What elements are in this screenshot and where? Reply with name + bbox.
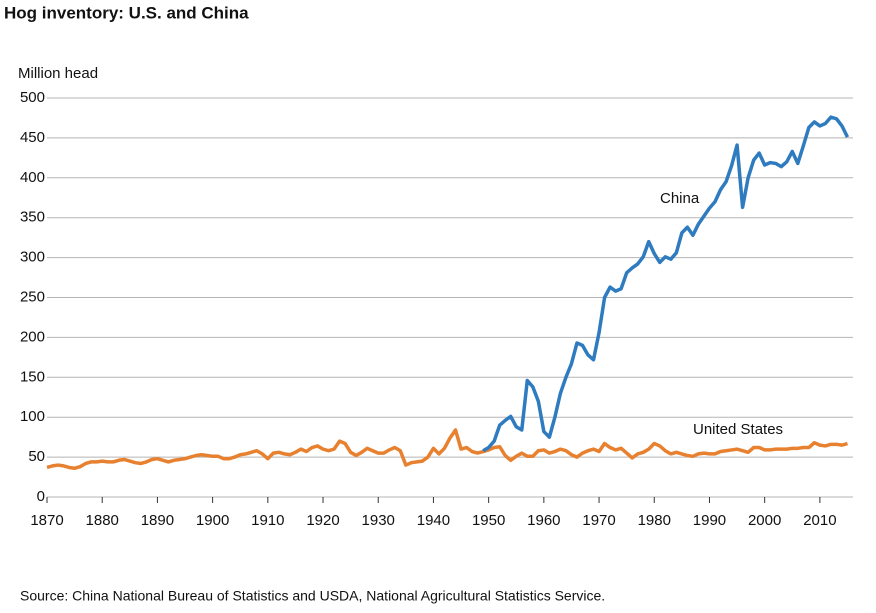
source-note: Source: China National Bureau of Statist… — [20, 588, 605, 604]
series-label: China — [660, 190, 700, 207]
x-tick-label: 1890 — [141, 512, 174, 529]
series-label: United States — [693, 421, 783, 438]
x-tick-label: 1900 — [196, 512, 229, 529]
y-tick-label: 350 — [20, 209, 45, 226]
x-tick-label: 1910 — [251, 512, 284, 529]
y-tick-label: 0 — [37, 488, 45, 505]
y-tick-label: 250 — [20, 288, 45, 305]
series-line — [482, 115, 850, 453]
x-tick-label: 1880 — [86, 512, 119, 529]
x-tick-label: 2000 — [748, 512, 781, 529]
y-tick-label: 450 — [20, 129, 45, 146]
x-tick-label: 2010 — [803, 512, 836, 529]
y-tick-label: 400 — [20, 169, 45, 186]
x-tick-label: 1980 — [638, 512, 671, 529]
x-tick-label: 1940 — [417, 512, 450, 529]
x-tick-label: 1950 — [472, 512, 505, 529]
y-tick-label: 300 — [20, 249, 45, 266]
x-tick-label: 1990 — [693, 512, 726, 529]
y-tick-label: 50 — [28, 448, 45, 465]
y-tick-label: 500 — [20, 89, 45, 106]
x-tick-label: 1970 — [582, 512, 615, 529]
y-tick-label: 150 — [20, 368, 45, 385]
y-axis-label: Million head — [18, 65, 98, 82]
x-tick-label: 1930 — [362, 512, 395, 529]
chart-title: Hog inventory: U.S. and China — [4, 3, 249, 22]
y-tick-label: 100 — [20, 408, 45, 425]
x-tick-label: 1920 — [306, 512, 339, 529]
series-line — [46, 428, 848, 471]
x-tick-label: 1960 — [527, 512, 560, 529]
x-tick-label: 1870 — [30, 512, 63, 529]
y-tick-label: 200 — [20, 328, 45, 345]
